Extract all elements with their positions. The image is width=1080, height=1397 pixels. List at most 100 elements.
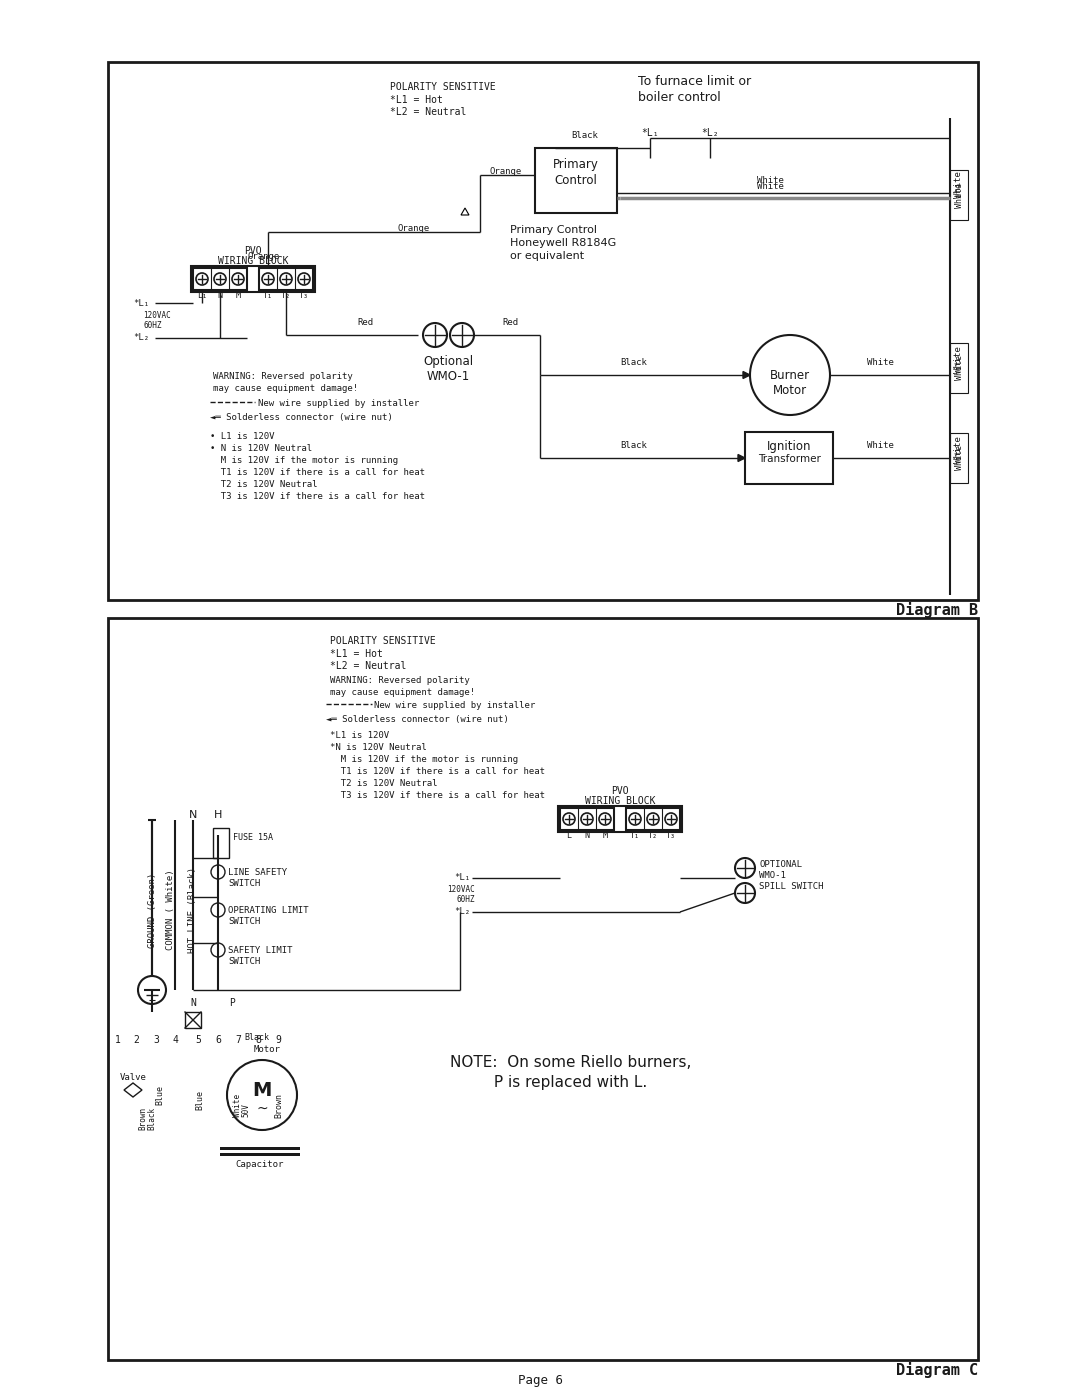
Text: T2 is 120V Neutral: T2 is 120V Neutral — [330, 780, 437, 788]
Text: T₁: T₁ — [264, 291, 273, 300]
Text: may cause equipment damage!: may cause equipment damage! — [330, 687, 475, 697]
Text: 1: 1 — [116, 1035, 121, 1045]
Text: New wire supplied by installer: New wire supplied by installer — [374, 701, 536, 710]
Text: N: N — [189, 810, 198, 820]
Text: M: M — [235, 291, 241, 300]
Circle shape — [298, 272, 310, 285]
Text: T₃: T₃ — [299, 291, 309, 300]
Text: LINE SAFETY: LINE SAFETY — [228, 868, 287, 877]
Text: Orange: Orange — [397, 224, 430, 233]
Bar — [950, 170, 968, 219]
Text: Brown: Brown — [138, 1106, 148, 1130]
Text: T₂: T₂ — [281, 291, 291, 300]
Polygon shape — [950, 372, 957, 379]
Text: POLARITY SENSITIVE: POLARITY SENSITIVE — [330, 636, 435, 645]
Text: GROUND (Green): GROUND (Green) — [148, 872, 157, 947]
Text: Ignition: Ignition — [767, 440, 811, 453]
Text: *L₁: *L₁ — [454, 873, 470, 883]
Circle shape — [138, 977, 166, 1004]
Text: Black: Black — [571, 131, 598, 140]
Text: *L1 is 120V: *L1 is 120V — [330, 731, 389, 740]
Circle shape — [735, 883, 755, 902]
Text: White: White — [233, 1094, 243, 1116]
Circle shape — [195, 272, 208, 285]
Text: Primary: Primary — [553, 158, 599, 170]
Text: White: White — [955, 444, 963, 469]
Circle shape — [563, 813, 575, 826]
Bar — [535, 148, 617, 212]
Text: *L1 = Hot: *L1 = Hot — [390, 95, 443, 105]
Text: T2 is 120V Neutral: T2 is 120V Neutral — [210, 481, 318, 489]
Text: New wire supplied by installer: New wire supplied by installer — [258, 400, 419, 408]
Bar — [220, 1147, 300, 1150]
Text: COMMON ( White): COMMON ( White) — [165, 870, 175, 950]
Text: L: L — [567, 831, 571, 840]
Text: T₃: T₃ — [666, 831, 676, 840]
Polygon shape — [950, 190, 957, 197]
Bar — [745, 432, 833, 483]
Circle shape — [750, 335, 831, 415]
Bar — [193, 268, 247, 291]
Circle shape — [735, 858, 755, 877]
Text: Blue: Blue — [156, 1085, 164, 1105]
Text: White: White — [866, 358, 893, 367]
Text: PVO: PVO — [244, 246, 261, 256]
Text: *L2 = Neutral: *L2 = Neutral — [390, 108, 467, 117]
Text: M is 120V if the motor is running: M is 120V if the motor is running — [210, 455, 399, 465]
Text: HOT LINE (Black): HOT LINE (Black) — [188, 868, 197, 953]
Text: SWITCH: SWITCH — [228, 916, 260, 926]
Circle shape — [647, 813, 659, 826]
Text: N: N — [584, 831, 590, 840]
Text: 9: 9 — [275, 1035, 281, 1045]
Text: OPERATING LIMIT: OPERATING LIMIT — [228, 907, 309, 915]
Text: 6: 6 — [215, 1035, 221, 1045]
Text: *N is 120V Neutral: *N is 120V Neutral — [330, 743, 427, 752]
Text: Control: Control — [554, 175, 597, 187]
Bar — [558, 806, 681, 833]
Bar — [950, 433, 968, 483]
Bar — [185, 1011, 201, 1028]
Text: boiler control: boiler control — [638, 91, 720, 103]
Text: 5: 5 — [195, 1035, 201, 1045]
Text: *L1 = Hot: *L1 = Hot — [330, 650, 383, 659]
Text: • N is 120V Neutral: • N is 120V Neutral — [210, 444, 312, 453]
Text: may cause equipment damage!: may cause equipment damage! — [213, 384, 359, 393]
Text: Page 6: Page 6 — [517, 1375, 563, 1387]
Bar — [259, 268, 313, 291]
Text: Primary Control: Primary Control — [510, 225, 597, 235]
Bar — [220, 1153, 300, 1155]
Text: FUSE 15A: FUSE 15A — [233, 834, 273, 842]
Polygon shape — [950, 454, 957, 461]
Text: WMO-1: WMO-1 — [759, 870, 786, 880]
Text: SWITCH: SWITCH — [228, 957, 260, 965]
Text: White: White — [866, 441, 893, 450]
Circle shape — [227, 1060, 297, 1130]
Bar — [626, 807, 680, 830]
Bar — [561, 807, 615, 830]
Text: 60HZ: 60HZ — [457, 895, 475, 904]
Text: 120VAC: 120VAC — [447, 886, 475, 894]
Text: *L₂: *L₂ — [701, 129, 719, 138]
Text: ◄═ Solderless connector (wire nut): ◄═ Solderless connector (wire nut) — [326, 715, 509, 724]
Text: White: White — [954, 172, 963, 198]
Text: WIRING BLOCK: WIRING BLOCK — [218, 256, 288, 265]
Text: *L₁: *L₁ — [642, 129, 659, 138]
Circle shape — [280, 272, 292, 285]
Text: White: White — [955, 355, 963, 380]
Text: Brown: Brown — [274, 1092, 283, 1118]
Text: Orange: Orange — [490, 168, 523, 176]
Circle shape — [232, 272, 244, 285]
Text: White: White — [955, 183, 963, 208]
Polygon shape — [743, 372, 750, 379]
Text: SPILL SWITCH: SPILL SWITCH — [759, 882, 824, 891]
Text: 2: 2 — [133, 1035, 139, 1045]
Text: White: White — [954, 436, 963, 464]
Text: Orange: Orange — [248, 251, 280, 261]
Text: *L₁: *L₁ — [133, 299, 149, 307]
Text: 50V: 50V — [242, 1104, 251, 1118]
Text: T₂: T₂ — [648, 831, 658, 840]
Text: M is 120V if the motor is running: M is 120V if the motor is running — [330, 754, 518, 764]
Circle shape — [214, 272, 226, 285]
Text: Capacitor: Capacitor — [235, 1160, 284, 1169]
Text: Black: Black — [148, 1106, 157, 1130]
